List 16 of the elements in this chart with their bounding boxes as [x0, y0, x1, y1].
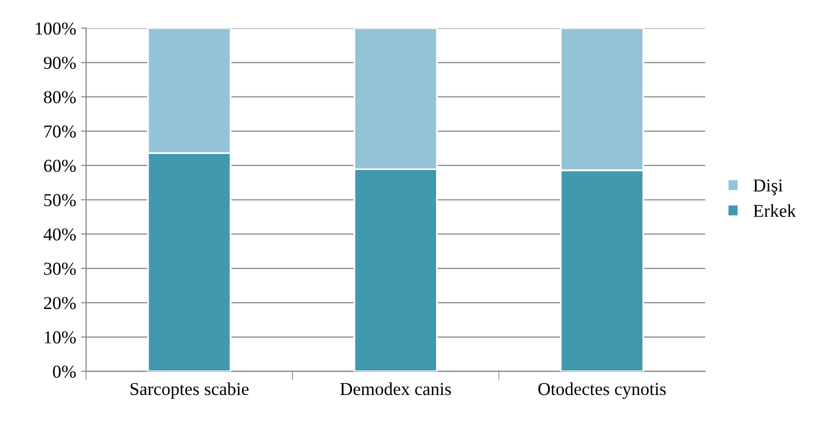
y-tick-label: 60%	[44, 160, 76, 172]
y-tick-label: 20%	[44, 296, 76, 310]
y-tick-label: 70%	[44, 125, 76, 138]
legend-label: Erkek	[753, 204, 796, 217]
y-tick-label: 90%	[44, 56, 76, 70]
y-tick-label: 30%	[44, 262, 76, 275]
y-tick-label: 80%	[44, 91, 76, 104]
y-tick-label: 100%	[36, 22, 76, 35]
x-tick-label: Sarcoptes scabie	[130, 382, 249, 399]
x-tick-label: Otodectes cynotis	[538, 382, 666, 399]
x-tick-label: Demodex canis	[340, 382, 451, 396]
legend-label: Dişi	[753, 179, 783, 196]
y-tick-label: 0%	[53, 366, 76, 378]
y-tick-label: 10%	[44, 331, 76, 344]
y-tick-label: 40%	[44, 228, 76, 241]
y-tick-label: 50%	[44, 194, 76, 206]
